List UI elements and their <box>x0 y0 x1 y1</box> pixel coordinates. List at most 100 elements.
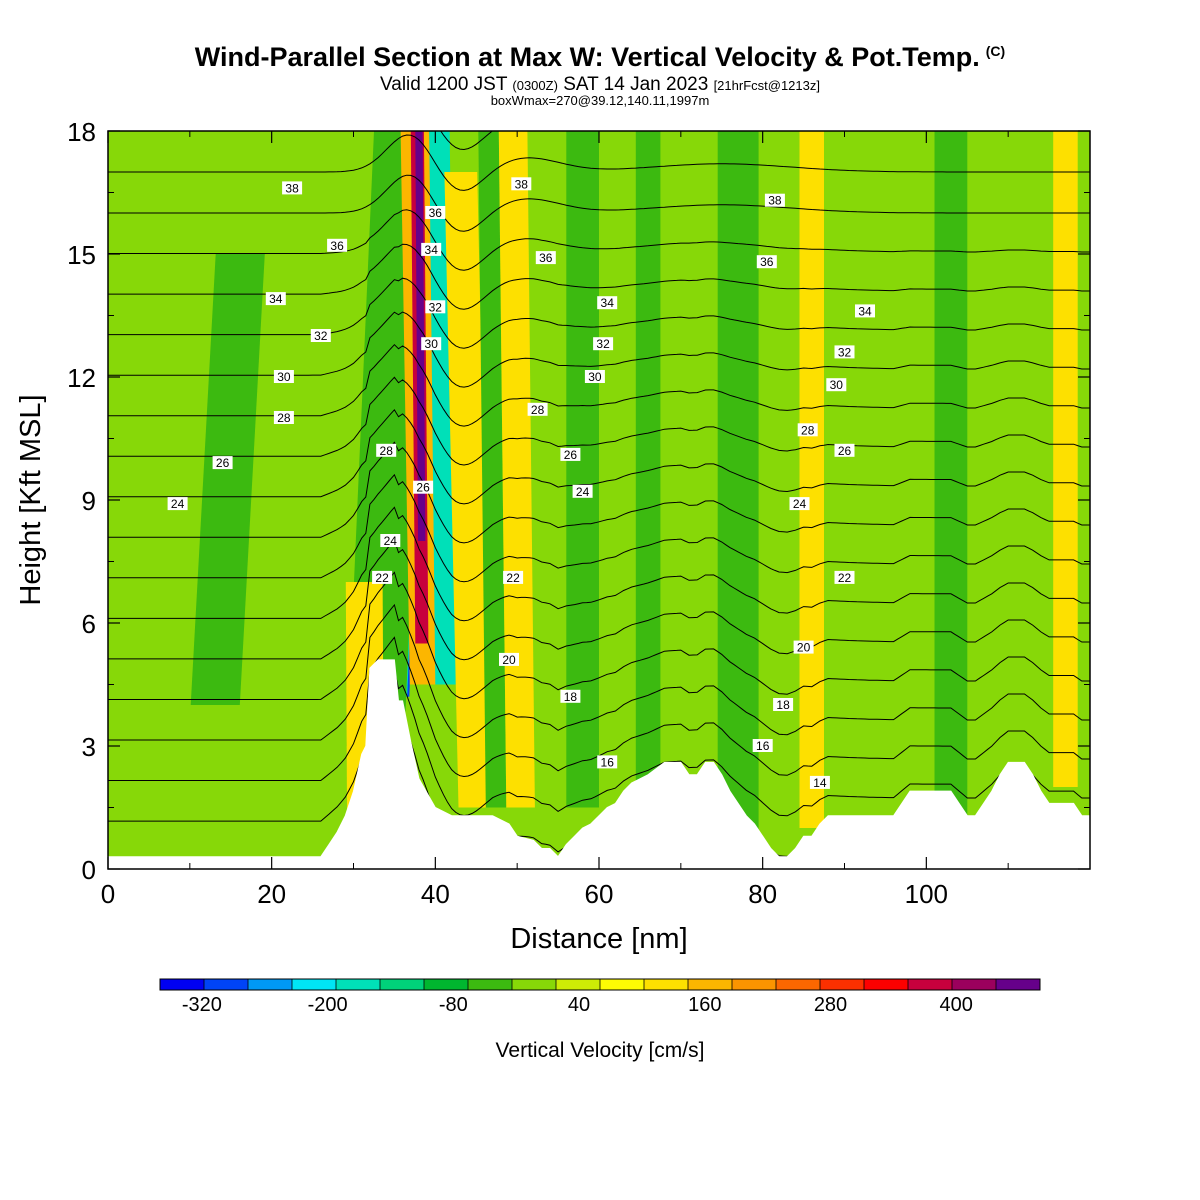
x-tick-label-60: 60 <box>585 879 614 909</box>
y-tick-label-3: 3 <box>82 732 96 762</box>
contour-label-26: 26 <box>838 444 852 458</box>
copyright-mark: (C) <box>985 43 1006 59</box>
contour-label-32: 32 <box>314 329 328 343</box>
colorbar-frame <box>159 978 1041 991</box>
theta-contour-21 <box>108 473 1090 583</box>
contour-label-box-8 <box>425 206 446 219</box>
contour-label-16: 16 <box>601 755 615 769</box>
contour-label-box-33 <box>797 423 818 437</box>
contour-label-box-14 <box>380 534 401 547</box>
forecast-hour: [21hrFcst@1213z] <box>713 78 820 93</box>
colorbar-label--320: -320 <box>182 994 222 1016</box>
contour-label-34: 34 <box>858 304 872 318</box>
contour-label-26: 26 <box>564 448 578 462</box>
contour-label-box-4 <box>273 370 294 383</box>
contour-label-36: 36 <box>330 239 344 253</box>
contour-label-box-34 <box>834 443 855 457</box>
contour-label-box-29 <box>756 255 777 269</box>
contour-label-14: 14 <box>813 776 827 790</box>
contour-label-box-37 <box>793 640 814 654</box>
valid-prefix: Valid 1200 JST <box>380 74 508 95</box>
colorbar-swatch-12 <box>688 979 733 990</box>
y-tick-label-0: 0 <box>82 855 96 885</box>
contour-label-box-19 <box>593 337 614 351</box>
colorbar-swatch-4 <box>336 979 381 990</box>
contour-label-box-27 <box>597 755 618 769</box>
colorbar-label-40: 40 <box>568 994 590 1016</box>
theta-contour-33 <box>108 55 1090 109</box>
contour-label-box-3 <box>310 329 331 342</box>
valid-date: SAT 14 Jan 2023 <box>563 74 709 95</box>
contour-label-26: 26 <box>216 456 230 470</box>
velocity-band-13 <box>635 131 661 808</box>
contour-label-box-1 <box>327 238 348 252</box>
contour-label-32: 32 <box>596 337 610 351</box>
theta-contour-15 <box>108 668 1090 822</box>
contour-label-box-16 <box>511 177 532 191</box>
colorbar-swatch-0 <box>160 979 205 990</box>
colorbar-swatch-2 <box>248 979 293 990</box>
contour-label-box-20 <box>584 370 605 383</box>
contour-labels: 38 36 34 32 30 28 26 24 36 34 32 30 28 26 24 22 38 36 34 32… <box>167 177 875 790</box>
theta-contour-30 <box>108 174 1090 232</box>
contour-label-box-7 <box>167 497 188 511</box>
y-tick-label-15: 15 <box>67 240 96 270</box>
contour-label-20: 20 <box>502 653 516 667</box>
chart-title: Wind-Parallel Section at Max W: Vertical… <box>0 42 1200 73</box>
velocity-band-14 <box>717 131 759 849</box>
contour-label-28: 28 <box>380 444 394 458</box>
contour-label-box-12 <box>376 443 397 457</box>
theta-contour-23 <box>108 408 1090 505</box>
theta-contour-18 <box>108 571 1090 700</box>
contour-label-36: 36 <box>539 251 553 265</box>
contour-label-box-28 <box>764 193 785 207</box>
colorbar-label-160: 160 <box>688 994 721 1016</box>
contour-label-box-26 <box>560 689 581 703</box>
contour-label-box-40 <box>809 775 830 789</box>
colorbar-label-280: 280 <box>814 994 847 1016</box>
colorbar-swatch-11 <box>644 979 689 990</box>
colorbar-swatch-19 <box>996 979 1041 990</box>
theta-contour-20 <box>108 506 1090 622</box>
terrain-profile <box>108 659 1090 869</box>
contour-label-box-2 <box>265 292 286 306</box>
contour-label-36: 36 <box>760 255 774 269</box>
theta-contour-31 <box>108 134 1090 191</box>
contour-label-box-17 <box>535 251 556 265</box>
contour-label-24: 24 <box>384 534 398 548</box>
contour-label-24: 24 <box>171 497 185 511</box>
colorbar: -320 -200 -80 40 160 280 400 <box>159 978 1041 1016</box>
contour-label-box-36 <box>834 570 855 584</box>
x-tick-label-0: 0 <box>101 879 115 909</box>
colorbar-label--80: -80 <box>439 994 468 1016</box>
theta-contour-29 <box>108 209 1090 271</box>
chart-title-text: Wind-Parallel Section at Max W: Vertical… <box>194 42 980 72</box>
contour-label-box-10 <box>425 300 446 314</box>
valid-time-line: Valid 1200 JST (0300Z) SAT 14 Jan 2023 [… <box>0 74 1200 96</box>
y-tick-label-12: 12 <box>67 363 96 393</box>
theta-contour-35 <box>108 0 1090 27</box>
contour-label-18: 18 <box>776 698 790 712</box>
velocity-band-17 <box>1053 131 1078 787</box>
x-tick-label-80: 80 <box>748 879 777 909</box>
theta-contour-22 <box>108 441 1090 544</box>
contour-label-24: 24 <box>793 497 807 511</box>
contour-label-box-35 <box>789 497 810 511</box>
contour-label-22: 22 <box>506 571 520 585</box>
colorbar-swatch-9 <box>556 979 601 990</box>
theta-contour-24 <box>108 376 1090 466</box>
contour-label-box-11 <box>421 337 442 351</box>
contour-label-34: 34 <box>269 292 283 306</box>
contour-label-34: 34 <box>425 243 439 257</box>
contour-label-28: 28 <box>531 403 545 417</box>
contour-label-28: 28 <box>277 411 291 425</box>
theta-contour-26 <box>108 311 1090 388</box>
contour-label-24: 24 <box>576 485 590 499</box>
colorbar-swatch-16 <box>864 979 909 990</box>
velocity-band-9 <box>498 131 535 808</box>
colorbar-swatch-8 <box>512 979 557 990</box>
contour-label-32: 32 <box>838 345 852 359</box>
velocity-band-7 <box>444 172 492 808</box>
colorbar-swatch-13 <box>732 979 777 990</box>
